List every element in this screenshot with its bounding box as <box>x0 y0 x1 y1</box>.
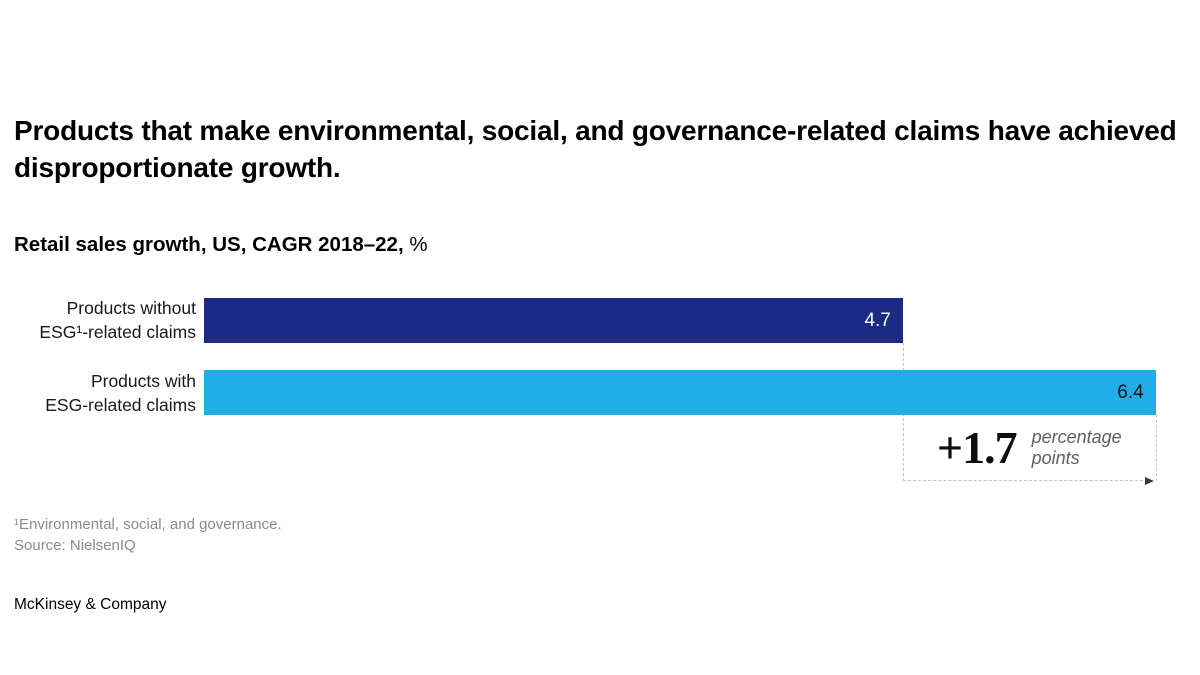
bar-label-line: Products without <box>66 298 196 318</box>
delta-unit-line: percentage <box>1031 426 1122 447</box>
delta-value: +1.7 <box>936 422 1018 473</box>
chart-subtitle: Retail sales growth, US, CAGR 2018–22, % <box>14 233 428 257</box>
chart-subtitle-text: Retail sales growth, US, CAGR 2018–22, <box>14 233 404 256</box>
bar-with-esg: 6.4 <box>204 370 1156 415</box>
bar-label-line: ESG-related claims <box>45 395 196 415</box>
dashed-guide-vertical-right <box>1155 415 1157 481</box>
dashed-guide-horizontal <box>902 480 1148 481</box>
chart-subtitle-unit: % <box>403 233 428 256</box>
delta-unit-line: points <box>1031 447 1080 468</box>
delta-annotation: +1.7 percentage points <box>903 416 1156 479</box>
bar-label-line: Products with <box>90 371 196 391</box>
bar-label-line: ESG¹-related claims <box>39 322 196 342</box>
bar-value-label: 6.4 <box>1117 381 1144 403</box>
footnote-block: ¹Environmental, social, and governance. … <box>14 514 282 556</box>
page-title: Products that make environmental, social… <box>14 115 1177 183</box>
arrow-right-icon <box>1144 477 1154 485</box>
bar-label-with-esg: Products with ESG-related claims <box>0 369 196 417</box>
bar-without-esg: 4.7 <box>204 298 903 343</box>
bar-label-without-esg: Products without ESG¹-related claims <box>0 296 196 344</box>
delta-unit: percentage points <box>1032 427 1122 469</box>
mckinsey-logo: McKinsey & Company <box>14 596 167 613</box>
bar-value-label: 4.7 <box>864 309 891 331</box>
source-text: Source: NielsenIQ <box>14 537 136 554</box>
footnote-text: ¹Environmental, social, and governance. <box>14 516 282 533</box>
